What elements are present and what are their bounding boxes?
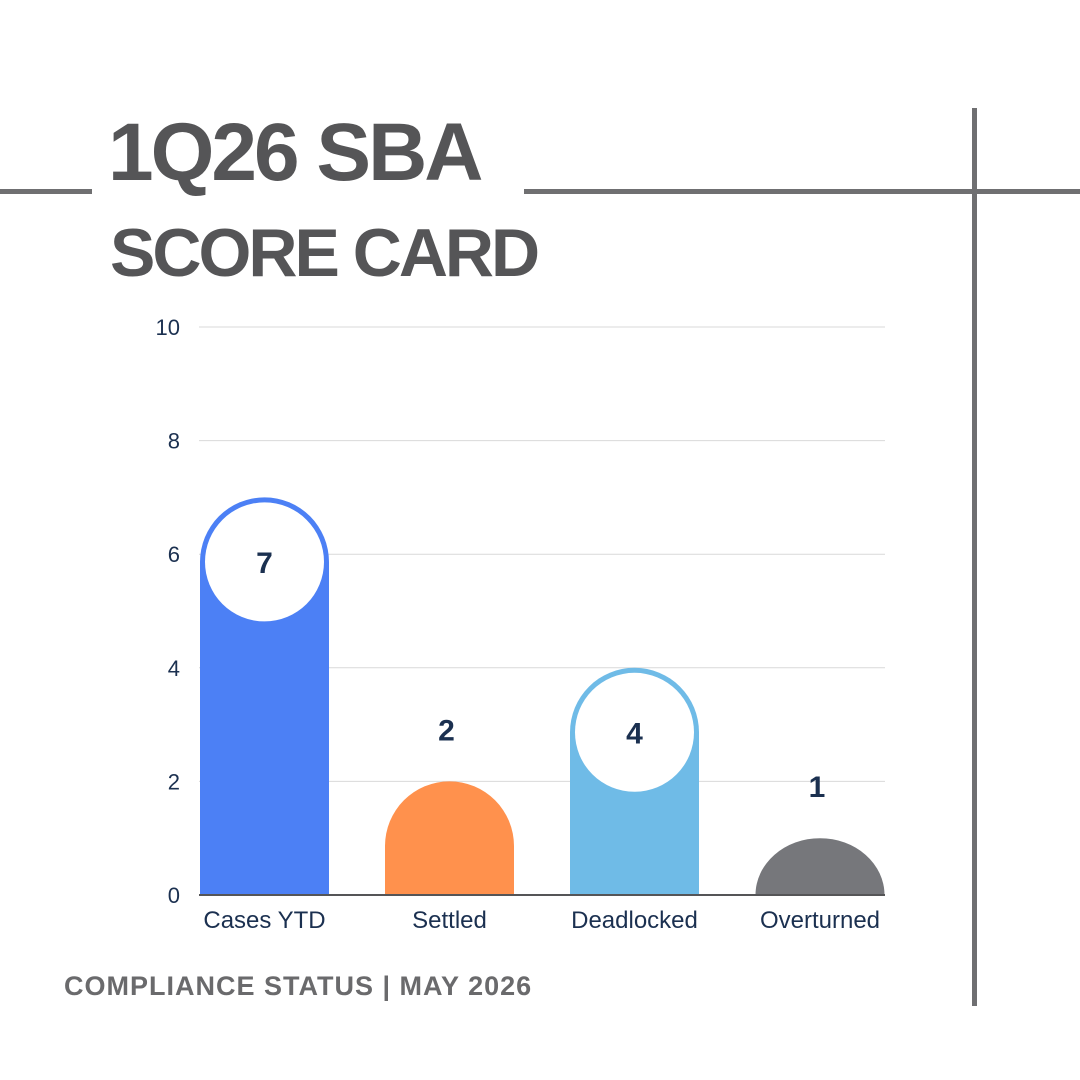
x-category-label: Settled bbox=[412, 907, 487, 934]
y-tick-label: 10 bbox=[156, 315, 180, 340]
x-category-label: Overturned bbox=[760, 907, 880, 934]
page-title-line-2: SCORE CARD bbox=[110, 215, 540, 291]
footer-status: COMPLIANCE STATUS | MAY 2026 bbox=[64, 971, 533, 1001]
frame-line-right bbox=[524, 189, 1080, 194]
y-tick-label: 2 bbox=[168, 769, 180, 794]
x-category-label: Deadlocked bbox=[571, 907, 698, 934]
data-label-circle bbox=[575, 672, 694, 792]
bar bbox=[755, 838, 885, 895]
data-label: 2 bbox=[438, 714, 455, 747]
y-tick-label: 4 bbox=[168, 656, 180, 681]
y-tick-label: 0 bbox=[168, 883, 180, 908]
page-title-line-1: 1Q26 SBA bbox=[108, 107, 484, 198]
x-category-label: Cases YTD bbox=[203, 907, 325, 934]
frame-line-vertical bbox=[972, 108, 977, 1006]
data-label: 4 bbox=[626, 717, 643, 750]
data-label: 1 bbox=[809, 771, 826, 804]
frame-line-left bbox=[0, 189, 92, 194]
y-tick-label: 6 bbox=[168, 542, 180, 567]
bar bbox=[385, 781, 514, 895]
y-tick-label: 8 bbox=[168, 429, 180, 454]
data-label-circle bbox=[205, 502, 324, 622]
data-label: 7 bbox=[256, 547, 273, 580]
